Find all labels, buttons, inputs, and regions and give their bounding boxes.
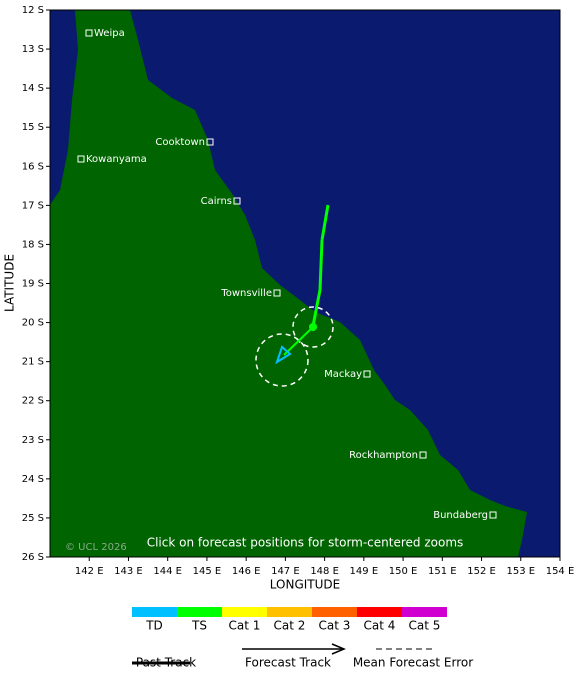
category-swatch: [267, 607, 312, 617]
city-marker: [85, 29, 93, 37]
note[interactable]: Click on forecast positions for storm-ce…: [147, 536, 464, 550]
city-label: Cooktown: [155, 137, 205, 148]
track-legend-label: Past Track: [136, 656, 196, 670]
lat-tick-label: 16 S: [22, 161, 44, 172]
forecast-track: [283, 326, 314, 356]
forecast-position[interactable]: [309, 323, 317, 331]
lat-tick-label: 12 S: [22, 5, 44, 16]
forecast-error-circle: [292, 306, 334, 348]
forecast-arrow[interactable]: [275, 345, 292, 365]
copyright: © UCL 2026: [65, 542, 127, 553]
lat-tick-label: 21 S: [22, 357, 44, 368]
lon-tick-label: 147 E: [271, 566, 300, 577]
category-swatch: [132, 607, 177, 617]
lat-tick-label: 17 S: [22, 200, 44, 211]
category-label: Cat 2: [274, 619, 306, 633]
lon-tick-label: 142 E: [75, 566, 104, 577]
past-track: [320, 204, 330, 241]
lat-tick-label: 24 S: [22, 474, 44, 485]
lon-tick-label: 145 E: [193, 566, 222, 577]
lat-tick-label: 15 S: [22, 122, 44, 133]
city-marker: [77, 155, 85, 163]
x-axis-label: LONGITUDE: [270, 578, 340, 592]
track-legend-label: Forecast Track: [245, 656, 331, 670]
city-marker: [233, 197, 241, 205]
lat-tick-label: 14 S: [22, 83, 44, 94]
lon-tick-label: 143 E: [114, 566, 143, 577]
city-label: Mackay: [324, 369, 362, 380]
city-label: Townsville: [220, 288, 272, 299]
forecast-track-sample: [331, 643, 346, 655]
category-swatch: [312, 607, 357, 617]
city-marker: [489, 511, 497, 519]
lat-tick-label: 20 S: [22, 318, 44, 329]
city-label: Bundaberg: [433, 510, 488, 521]
lat-tick-label: 25 S: [22, 513, 44, 524]
city-marker: [363, 370, 371, 378]
land: [50, 10, 527, 557]
category-swatch: [222, 607, 267, 617]
category-label: TD: [145, 619, 163, 633]
lon-tick-label: 150 E: [389, 566, 418, 577]
category-label: Cat 4: [364, 619, 396, 633]
city-label: Cairns: [201, 196, 232, 207]
lat-tick-label: 19 S: [22, 279, 44, 290]
category-label: Cat 1: [229, 619, 261, 633]
city-marker: [419, 451, 427, 459]
lon-tick-label: 151 E: [428, 566, 457, 577]
category-label: Cat 5: [409, 619, 441, 633]
lat-tick-label: 13 S: [22, 44, 44, 55]
lat-tick-label: 18 S: [22, 239, 44, 250]
category-label: TS: [191, 619, 207, 633]
city-marker: [206, 138, 214, 146]
lon-tick-label: 153 E: [506, 566, 535, 577]
track-legend-label: Mean Forecast Error: [353, 656, 473, 670]
lat-tick-label: 26 S: [22, 552, 44, 563]
category-swatch: [177, 607, 222, 617]
lon-tick-label: 146 E: [232, 566, 261, 577]
city-marker: [273, 289, 281, 297]
category-swatch: [357, 607, 402, 617]
y-axis-label: LATITUDE: [3, 254, 17, 312]
city-label: Weipa: [94, 28, 125, 39]
lon-tick-label: 152 E: [467, 566, 496, 577]
category-label: Cat 3: [319, 619, 351, 633]
lon-tick-label: 148 E: [310, 566, 339, 577]
lon-tick-label: 154 E: [546, 566, 575, 577]
city-label: Kowanyama: [86, 154, 147, 165]
category-swatch: [402, 607, 447, 617]
lon-tick-label: 149 E: [350, 566, 379, 577]
lat-tick-label: 23 S: [22, 435, 44, 446]
city-label: Rockhampton: [349, 450, 418, 461]
past-track: [311, 239, 324, 327]
forecast-error-circle: [255, 333, 309, 387]
lat-tick-label: 22 S: [22, 396, 44, 407]
lon-tick-label: 144 E: [153, 566, 182, 577]
